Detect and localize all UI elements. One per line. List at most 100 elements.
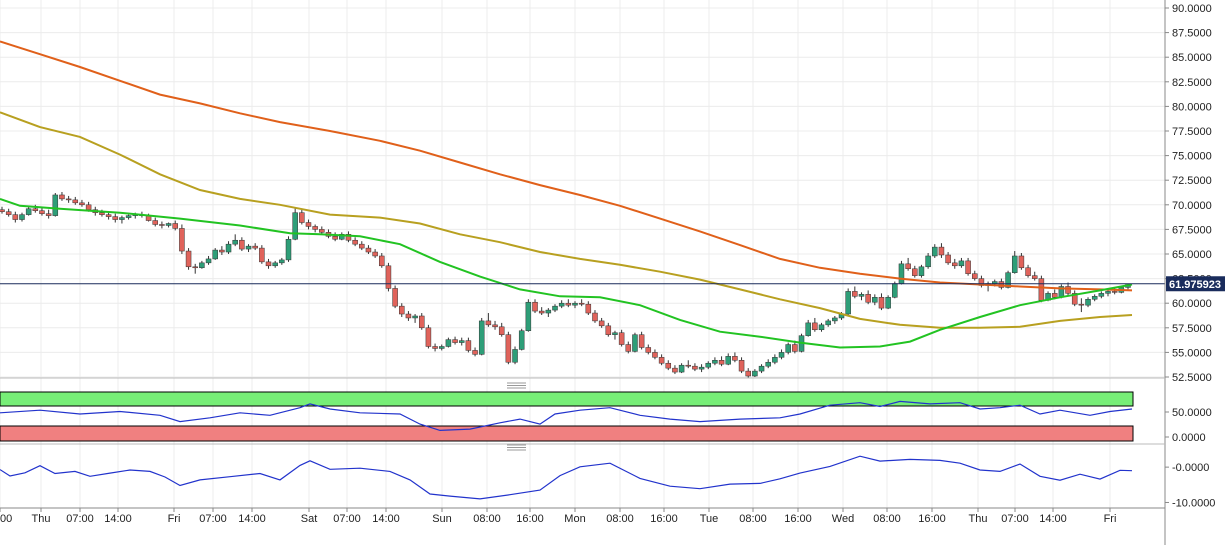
candle-body [932, 246, 938, 257]
candle-body [645, 347, 652, 353]
candle-body [225, 243, 232, 253]
candle-body [52, 194, 59, 216]
candle-body [765, 361, 771, 367]
rsi-y-tick-label: 50.0000 [1172, 407, 1212, 419]
candle-body [1011, 255, 1018, 273]
candle-body [818, 324, 825, 331]
candle-body [12, 214, 19, 220]
indicator-panels [0, 391, 1134, 442]
candle-body [712, 360, 718, 364]
pane-resize-handle-1[interactable] [507, 382, 526, 389]
candle-body [385, 265, 392, 289]
candle-body [698, 366, 705, 370]
y-axis-ticks: 90.0000 87.5000 85.0000 82.5000 80.0000 77.50… [1165, 3, 1215, 509]
y-tick-label: 75.0000 [1172, 151, 1212, 163]
y-tick-label: 60.0000 [1172, 298, 1212, 310]
candle-body [432, 346, 438, 349]
candle-body [692, 365, 698, 370]
candle-body [299, 212, 305, 223]
x-tick-label: Sun [432, 513, 452, 525]
candle-body [945, 254, 951, 264]
candle-body [738, 360, 745, 372]
x-tick-label: 16:00 [918, 513, 946, 525]
pane-resize-handle-2[interactable] [507, 444, 526, 451]
candle-body [185, 250, 192, 268]
candle-body [665, 362, 672, 369]
x-tick-label: 16:00 [784, 513, 812, 525]
candle-body [585, 303, 592, 314]
candle-body [752, 370, 758, 377]
candle-body [425, 327, 432, 347]
candle-body [339, 234, 345, 240]
candle-body [612, 332, 618, 335]
candle-body [205, 258, 212, 264]
candle-body [512, 349, 518, 363]
x-tick-label: 08:00 [739, 513, 767, 525]
candle-body [372, 251, 378, 257]
x-tick-label: Sat [301, 513, 318, 525]
candle-body [285, 238, 292, 261]
candle-body [445, 339, 452, 347]
candle-body [19, 214, 25, 220]
candle-body [1078, 303, 1085, 306]
y-tick-label: 67.5000 [1172, 224, 1212, 236]
candle-body [732, 356, 738, 361]
x-tick-label: 07:00 [1001, 513, 1029, 525]
candle-body [312, 226, 318, 230]
candle-body [492, 324, 498, 328]
candle-body [1038, 278, 1045, 301]
x-tick-label: Fri [168, 513, 181, 525]
candle-body [32, 208, 39, 211]
x-tick-label: 14:00 [1039, 513, 1067, 525]
candle-body [292, 212, 298, 240]
candle-body [758, 365, 765, 372]
candle-body [1105, 291, 1111, 294]
candle-body [705, 362, 711, 368]
candle-body [558, 302, 565, 307]
candle-body [105, 214, 112, 217]
candle-body [112, 216, 119, 220]
candle-body [872, 297, 878, 303]
candle-body [478, 320, 485, 355]
candle-body [852, 291, 858, 297]
y-tick-label: 70.0000 [1172, 200, 1212, 212]
y-tick-label: 52.5000 [1172, 372, 1212, 384]
candle-body [725, 356, 731, 365]
sma-fast-line [0, 197, 1133, 349]
candle-body [359, 243, 365, 249]
candle-body [239, 239, 245, 250]
y-tick-label: 85.0000 [1172, 52, 1212, 64]
candle-body [232, 239, 238, 245]
candle-body [1051, 293, 1058, 298]
candle-body [538, 310, 545, 314]
candle-body [832, 317, 838, 322]
candle-body [858, 294, 865, 297]
x-tick-label: 07:00 [199, 513, 227, 525]
candle-body [179, 228, 185, 252]
candle-body [1111, 291, 1118, 293]
candle-body [419, 315, 425, 329]
candle-body [125, 215, 132, 218]
candle-body [598, 320, 605, 327]
y-tick-label: 80.0000 [1172, 101, 1212, 113]
candle-body [892, 283, 898, 298]
x-tick-label: 14:00 [238, 513, 266, 525]
x-tick-label: 08:00 [873, 513, 901, 525]
candle-body [505, 334, 512, 363]
candle-body [379, 255, 385, 267]
sma-mid-line [0, 111, 1133, 329]
candle-body [45, 213, 52, 216]
candle-body [119, 217, 125, 220]
candle-body [265, 261, 272, 267]
candle-body [39, 210, 45, 214]
candle-body [1025, 267, 1031, 276]
candle-body [772, 357, 778, 363]
y-tick-label: 55.0000 [1172, 347, 1212, 359]
x-tick-label: Wed [832, 513, 854, 525]
candle-body [159, 224, 165, 226]
candle-body [438, 346, 445, 349]
candle-body [952, 262, 958, 267]
candle-body [452, 339, 458, 343]
moving-averages [0, 40, 1165, 349]
x-tick-label: 08:00 [606, 513, 634, 525]
